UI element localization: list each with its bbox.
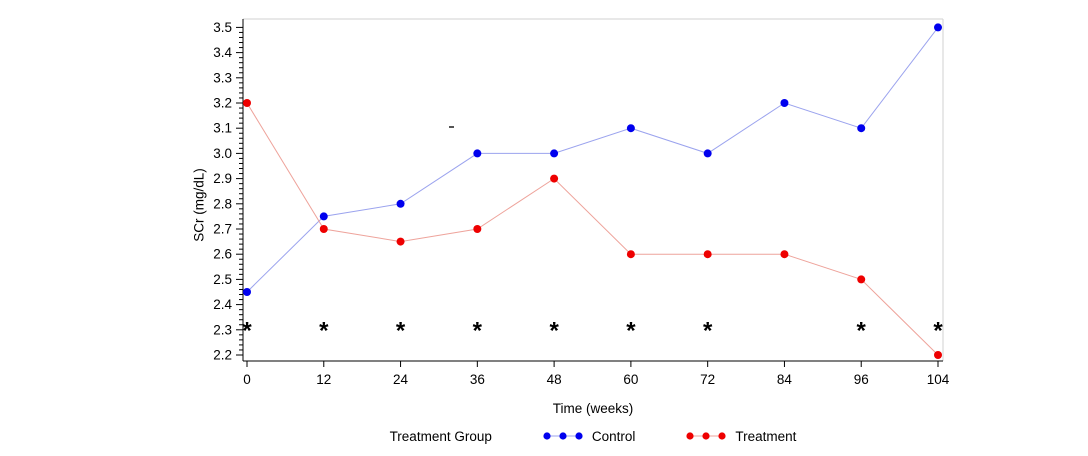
x-tick-label: 48 bbox=[547, 372, 562, 387]
x-tick-label: 24 bbox=[393, 372, 409, 387]
x-tick-label: 104 bbox=[927, 372, 950, 387]
y-tick-label: 3.3 bbox=[213, 70, 232, 85]
treatment-data-point bbox=[934, 351, 942, 359]
control-data-point bbox=[550, 149, 559, 158]
legend-item-control: Control bbox=[542, 428, 636, 444]
legend-item-treatment: Treatment bbox=[685, 429, 796, 444]
significance-asterisk: * bbox=[857, 317, 867, 344]
treatment-data-point bbox=[703, 250, 712, 259]
control-data-point bbox=[780, 99, 789, 107]
control-data-point bbox=[857, 124, 866, 133]
significance-asterisk: * bbox=[549, 317, 559, 344]
x-tick-label: 12 bbox=[316, 372, 331, 387]
treatment-data-point bbox=[626, 250, 635, 259]
y-tick-label: 3.4 bbox=[213, 45, 232, 60]
y-tick-label: 2.2 bbox=[213, 348, 232, 363]
control-line-marker-icon bbox=[543, 432, 583, 440]
legend: Treatment Group Control Treatment bbox=[243, 427, 943, 445]
y-tick-label: 2.3 bbox=[213, 322, 232, 337]
legend-title: Treatment Group bbox=[389, 428, 492, 444]
legend-label-treatment: Treatment bbox=[735, 428, 797, 444]
y-tick-label: 2.9 bbox=[213, 171, 232, 186]
treatment-data-point bbox=[319, 225, 328, 233]
significance-asterisk: * bbox=[473, 317, 483, 344]
y-tick-label: 2.4 bbox=[213, 297, 232, 312]
y-tick-label: 2.5 bbox=[213, 272, 232, 287]
significance-asterisk: * bbox=[242, 317, 252, 344]
significance-asterisk: * bbox=[319, 317, 329, 344]
y-tick-label: 3.2 bbox=[213, 96, 232, 111]
treatment-line-marker-icon bbox=[686, 432, 726, 440]
treatment-data-point bbox=[550, 174, 559, 183]
significance-asterisk: * bbox=[933, 317, 943, 344]
stray-artifact-mark bbox=[449, 126, 454, 128]
control-data-point bbox=[243, 288, 251, 296]
treatment-data-point bbox=[396, 237, 405, 246]
control-data-point bbox=[626, 124, 635, 133]
significance-asterisk: * bbox=[396, 317, 406, 344]
y-tick-label: 3.5 bbox=[213, 20, 232, 35]
control-series-line bbox=[246, 27, 939, 293]
x-tick-label: 0 bbox=[243, 372, 251, 387]
x-tick-label: 60 bbox=[623, 372, 638, 387]
x-tick-label: 36 bbox=[470, 372, 485, 387]
x-tick-label: 84 bbox=[777, 372, 793, 387]
y-axis-title: SCr (mg/dL) bbox=[191, 168, 207, 242]
x-tick-label: 96 bbox=[854, 372, 869, 387]
control-data-point bbox=[396, 199, 405, 208]
y-tick-label: 2.7 bbox=[213, 222, 232, 237]
significance-asterisk: * bbox=[703, 317, 713, 344]
significance-asterisk: * bbox=[626, 317, 636, 344]
legend-label-control: Control bbox=[591, 428, 636, 444]
y-tick-label: 2.6 bbox=[213, 247, 232, 262]
control-data-point bbox=[473, 149, 482, 158]
y-tick-label: 2.8 bbox=[213, 196, 232, 211]
y-tick-label: 3.1 bbox=[213, 121, 232, 136]
control-data-point bbox=[703, 149, 712, 158]
x-tick-label: 72 bbox=[700, 372, 715, 387]
treatment-data-point bbox=[780, 250, 789, 259]
y-tick-label: 3.0 bbox=[213, 146, 232, 161]
treatment-data-point bbox=[857, 275, 866, 284]
treatment-data-point bbox=[473, 225, 482, 233]
control-data-point bbox=[934, 23, 942, 32]
x-axis-title: Time (weeks) bbox=[552, 401, 634, 416]
control-data-point bbox=[319, 212, 328, 221]
treatment-data-point bbox=[243, 99, 251, 107]
treatment-series-line bbox=[246, 102, 939, 356]
